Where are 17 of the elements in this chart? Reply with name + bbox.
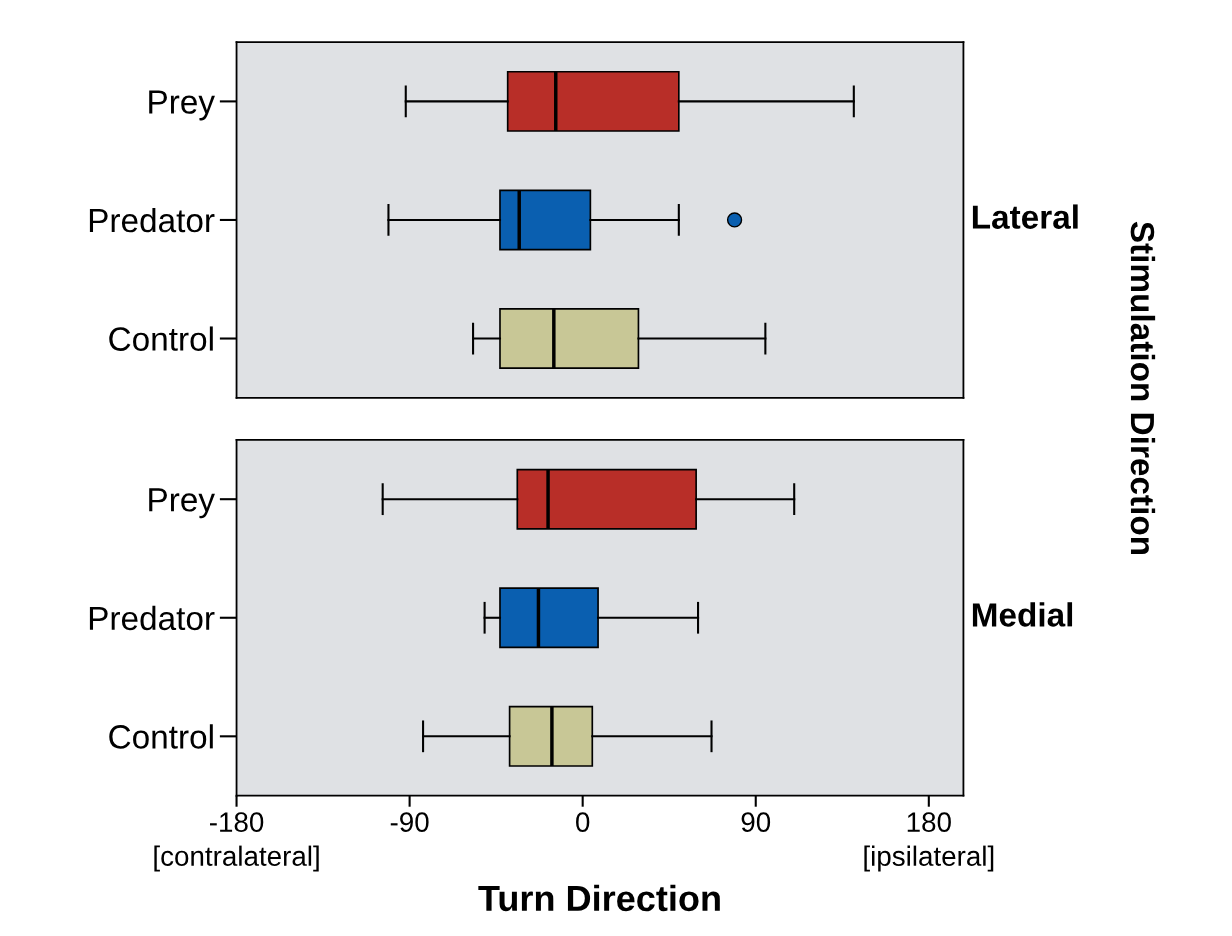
y-tick-label: Predator <box>89 207 215 233</box>
y2-axis-title: Lateral <box>972 204 1078 229</box>
x-tick-label: -180 <box>209 812 264 832</box>
y-tick-label: Predator <box>89 605 215 631</box>
y-tick-label: Control <box>109 724 213 749</box>
x-tick-label: 180 <box>907 812 951 832</box>
x-tick-label: 90 <box>741 812 771 832</box>
x-tick-label: 0 <box>576 812 590 832</box>
y-tick-label: Prey <box>149 90 215 121</box>
y-tick-label: Control <box>109 326 213 351</box>
x-axis-title: Turn Direction <box>478 884 720 912</box>
y-tick-label: Prey <box>149 488 215 519</box>
text: [ipsilateral] <box>864 845 994 872</box>
y2-axis-title: Medial <box>972 602 1073 627</box>
x-tick-label: -90 <box>390 812 429 832</box>
text: Stimulation Direction <box>1130 221 1156 554</box>
text: [contralateral] <box>154 845 319 872</box>
